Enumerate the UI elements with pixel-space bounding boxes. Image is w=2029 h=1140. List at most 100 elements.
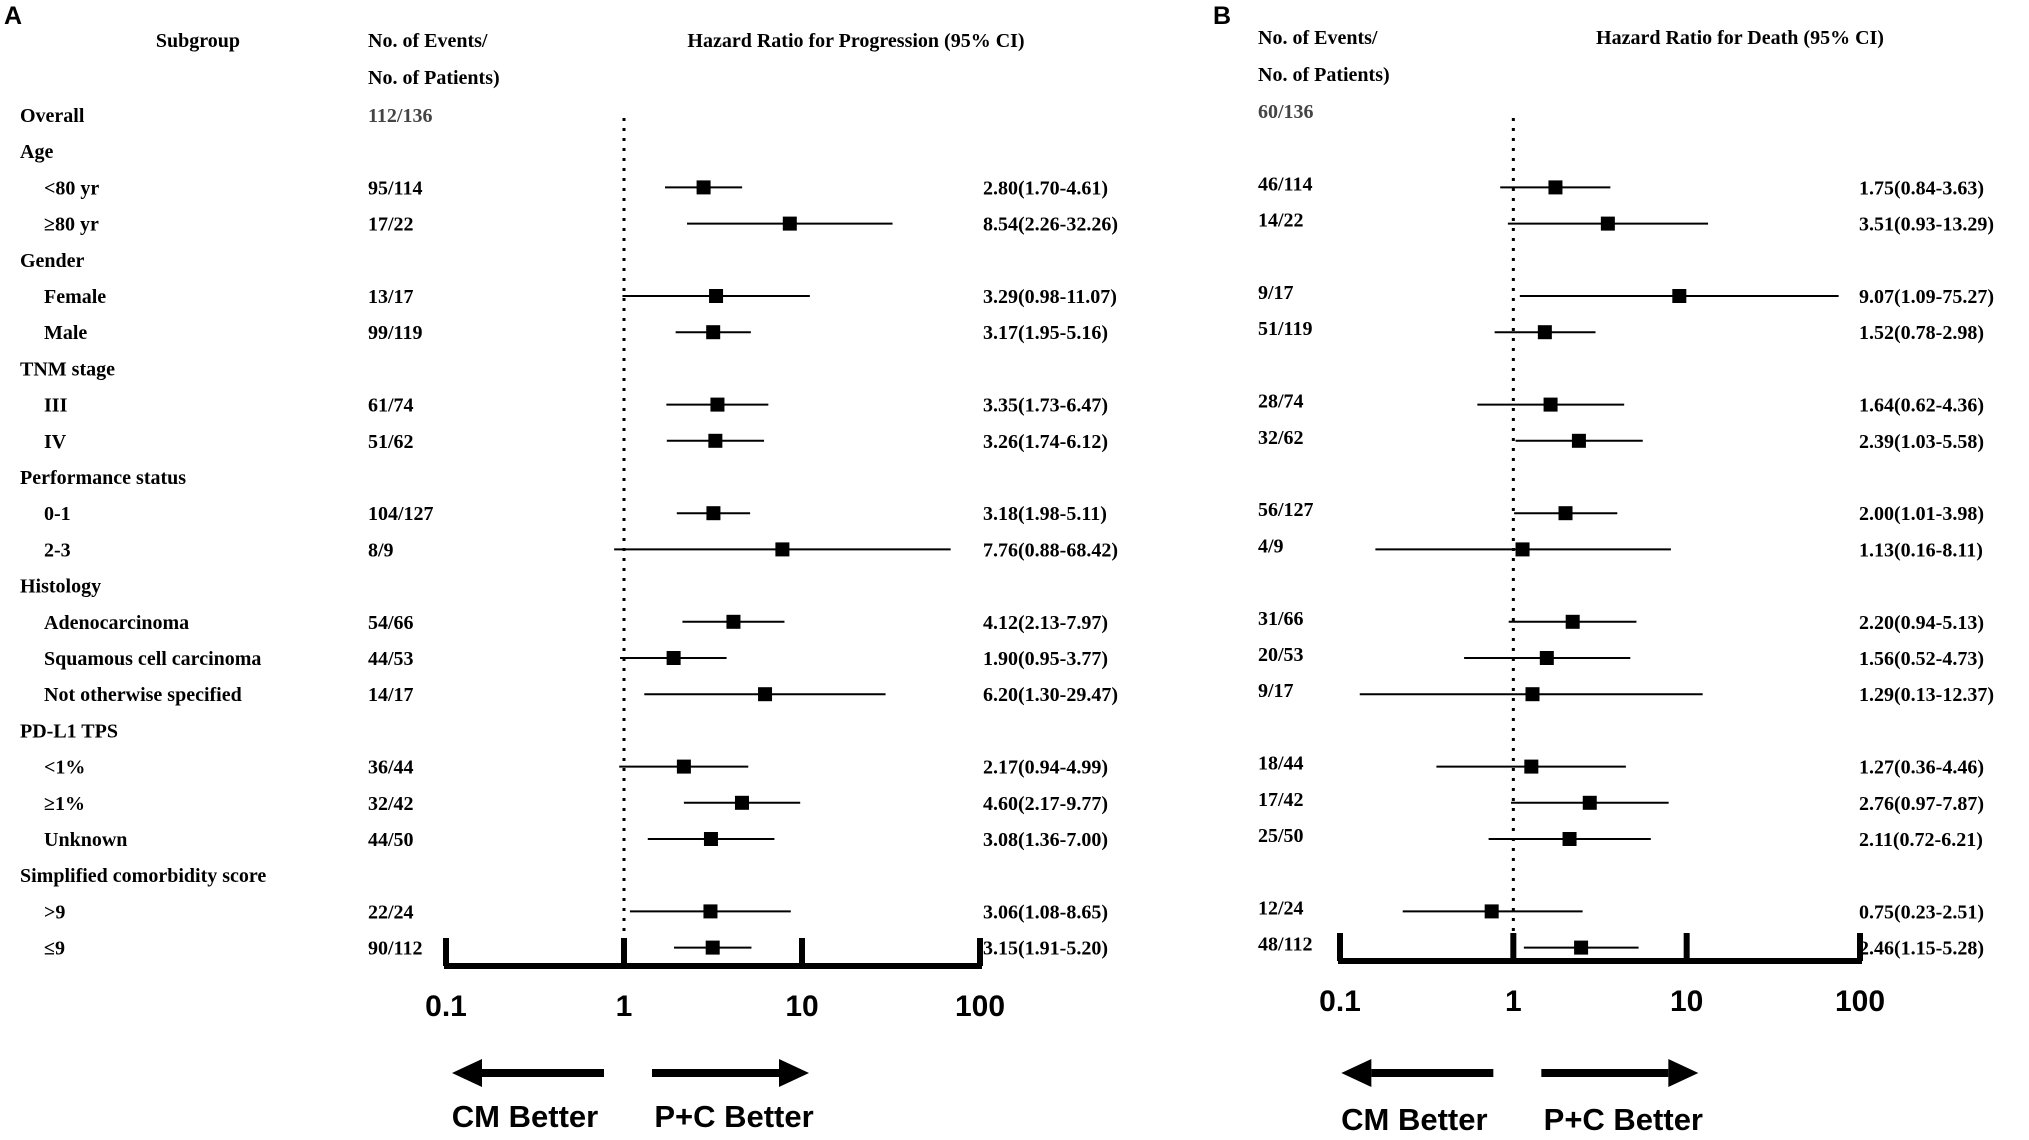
hr-point-marker: [1571, 433, 1586, 448]
events-count: 32/62: [1258, 427, 1304, 449]
axis-tick-label: 10: [785, 990, 818, 1023]
hr-ci-text: 2.11(0.72-6.21): [1859, 829, 1983, 851]
panel-label: A: [4, 2, 22, 30]
x-axis: 0.1 1 10 100: [1319, 933, 1885, 1018]
hr-ci-text: 3.17(1.95-5.16): [983, 322, 1108, 344]
subgroup-label: ≥80 yr: [44, 214, 99, 236]
hr-ci-text: 2.17(0.94-4.99): [983, 757, 1108, 779]
hr-point-marker: [1582, 795, 1597, 810]
data-rows: Overall 112/136 Age <80 yr 95/114 2.80(1.70-4…: [20, 105, 1118, 960]
chart-title: Hazard Ratio for Death (95% CI): [1596, 27, 1884, 49]
hr-ci-text: 3.26(1.74-6.12): [983, 431, 1108, 453]
hr-ci-text: 9.07(1.09-75.27): [1859, 286, 1994, 308]
hr-ci-text: 1.27(0.36-4.46): [1859, 757, 1984, 779]
hr-ci-text: 8.54(2.26-32.26): [983, 214, 1118, 236]
axis-tick-label: 1: [616, 990, 633, 1023]
arrow-left-label: CM Better: [452, 1099, 598, 1134]
hr-point-marker: [710, 397, 725, 412]
hr-ci-text: 2.39(1.03-5.58): [1859, 431, 1984, 453]
arrow-right-label: P+C Better: [1544, 1102, 1703, 1137]
hr-point-marker: [1672, 289, 1687, 303]
subgroup-label: Adenocarcinoma: [44, 612, 189, 634]
events-header-line1: No. of Events/: [1258, 27, 1378, 49]
hr-point-marker: [703, 832, 718, 846]
events-count: 36/44: [368, 757, 414, 779]
events-header-line1: No. of Events/: [368, 30, 488, 52]
panel-label: B: [1213, 2, 1231, 30]
subgroup-header: Subgroup: [156, 30, 240, 52]
category-label: Gender: [20, 250, 85, 272]
subgroup-label: 2-3: [44, 539, 71, 561]
events-count: 25/50: [1258, 825, 1304, 847]
arrow-left-label: CM Better: [1341, 1102, 1487, 1137]
hr-point-marker: [1574, 940, 1589, 955]
category-label: TNM stage: [20, 358, 115, 380]
events-count: 12/24: [1258, 897, 1304, 919]
events-header-line2: No. of Patients): [368, 67, 500, 89]
events-count: 22/24: [368, 901, 414, 923]
category-label: Performance status: [20, 467, 186, 489]
hr-point-marker: [696, 180, 711, 195]
hr-point-marker: [782, 216, 797, 231]
subgroup-label: Unknown: [44, 829, 127, 851]
events-count: 112/136: [368, 105, 432, 127]
category-label: PD-L1 TPS: [20, 720, 118, 742]
arrow-left-head: [452, 1059, 482, 1087]
hr-ci-text: 3.51(0.93-13.29): [1859, 214, 1994, 236]
x-axis: 0.1 1 10 100: [425, 938, 1005, 1023]
hr-point-marker: [676, 759, 691, 774]
hr-point-marker: [709, 289, 724, 303]
hr-point-marker: [758, 687, 773, 702]
events-count: 17/42: [1258, 789, 1304, 811]
hr-point-marker: [705, 940, 720, 955]
events-count: 90/112: [368, 938, 422, 960]
panel-B: B Hazard Ratio for Death (95% CI) No. of E…: [1213, 2, 1994, 1137]
events-count: 9/17: [1258, 282, 1294, 304]
events-count: 9/17: [1258, 680, 1294, 702]
hr-ci-text: 1.90(0.95-3.77): [983, 648, 1108, 670]
category-label: Histology: [20, 576, 101, 598]
hr-point-marker: [1558, 506, 1573, 521]
events-header-line2: No. of Patients): [1258, 64, 1390, 86]
subgroup-label: <1%: [44, 757, 85, 779]
hr-ci-text: 2.46(1.15-5.28): [1859, 938, 1984, 960]
hr-ci-text: 1.75(0.84-3.63): [1859, 177, 1984, 199]
hr-ci-text: 7.76(0.88-68.42): [983, 539, 1118, 561]
events-count: 99/119: [368, 322, 422, 344]
hr-point-marker: [703, 904, 718, 919]
subgroup-label: Male: [44, 322, 87, 344]
subgroup-label: Female: [44, 286, 106, 308]
axis-tick-label: 0.1: [425, 990, 467, 1023]
axis-tick-label: 100: [1835, 985, 1885, 1018]
axis-tick-label: 10: [1670, 985, 1703, 1018]
hr-ci-text: 4.60(2.17-9.77): [983, 793, 1108, 815]
events-count: 54/66: [368, 612, 414, 634]
arrow-right-label: P+C Better: [654, 1099, 813, 1134]
hr-point-marker: [666, 651, 681, 665]
arrow-right-head: [779, 1059, 809, 1087]
hr-point-marker: [1543, 397, 1558, 412]
events-count: 60/136: [1258, 101, 1314, 123]
subgroup-label: Not otherwise specified: [44, 684, 242, 706]
arrow-left-head: [1341, 1059, 1372, 1087]
subgroup-label: >9: [44, 901, 65, 923]
hr-ci-text: 3.06(1.08-8.65): [983, 901, 1108, 923]
events-count: 61/74: [368, 395, 414, 417]
events-count: 13/17: [368, 286, 414, 308]
hr-ci-text: 1.52(0.78-2.98): [1859, 322, 1984, 344]
hr-point-marker: [775, 542, 790, 557]
events-count: 95/114: [368, 177, 422, 199]
events-count: 48/112: [1258, 934, 1312, 956]
events-count: 32/42: [368, 793, 414, 815]
hr-ci-text: 2.20(0.94-5.13): [1859, 612, 1984, 634]
events-count: 44/50: [368, 829, 414, 851]
events-count: 44/53: [368, 648, 414, 670]
subgroup-label: Squamous cell carcinoma: [44, 648, 261, 670]
axis-tick-label: 0.1: [1319, 985, 1361, 1018]
hr-point-marker: [1525, 687, 1540, 702]
events-count: 14/17: [368, 684, 414, 706]
hr-point-marker: [1539, 651, 1554, 665]
hr-point-marker: [1524, 759, 1539, 774]
hr-point-marker: [1537, 325, 1552, 340]
